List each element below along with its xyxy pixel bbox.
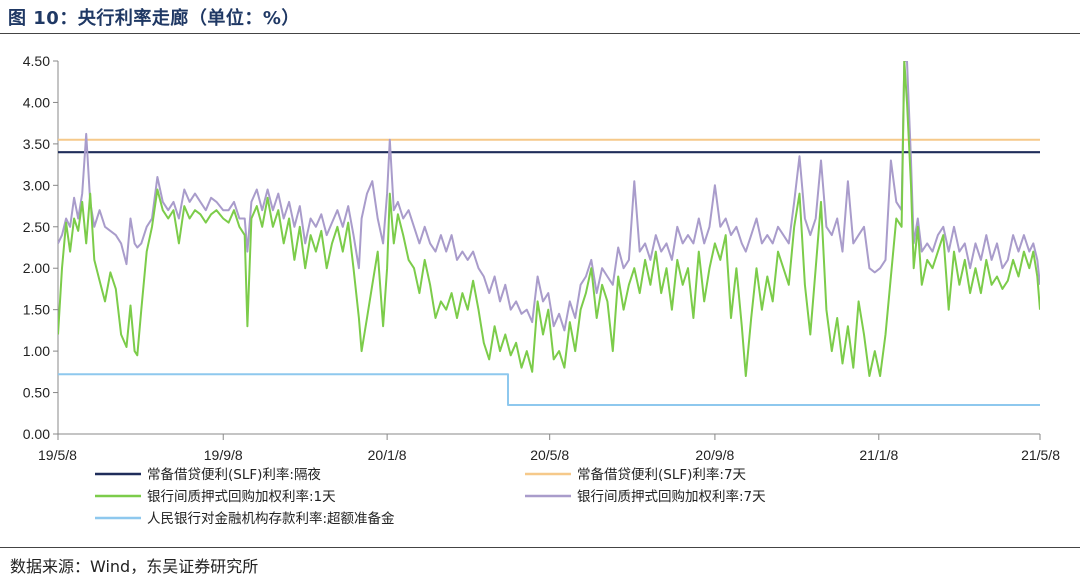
y-tick-label: 0.50 xyxy=(23,385,50,401)
x-tick-label: 19/9/8 xyxy=(204,447,243,463)
legend-label-repo_1d: 银行间质押式回购加权利率:1天 xyxy=(147,488,336,505)
x-tick-label: 20/1/8 xyxy=(368,447,407,463)
y-tick-label: 2.00 xyxy=(23,260,50,276)
title-divider xyxy=(0,33,1080,34)
legend-label-repo_7d: 银行间质押式回购加权利率:7天 xyxy=(577,488,766,505)
x-tick-label: 21/1/8 xyxy=(859,447,898,463)
x-tick-label: 20/9/8 xyxy=(695,447,734,463)
x-tick-label: 19/5/8 xyxy=(38,447,77,463)
y-tick-label: 4.50 xyxy=(23,53,50,69)
page-title: 图 10：央行利率走廊（单位：%） xyxy=(8,8,300,29)
legend-label-excess_reserve: 人民银行对金融机构存款利率:超额准备金 xyxy=(147,510,395,527)
y-tick-label: 2.50 xyxy=(23,219,50,235)
y-tick-label: 3.50 xyxy=(23,136,50,152)
x-tick-label: 20/5/8 xyxy=(530,447,569,463)
series-line-repo_7d xyxy=(58,61,1040,332)
source-note: 数据来源：Wind，东吴证券研究所 xyxy=(10,557,259,576)
legend-label-slf_7d: 常备借贷便利(SLF)利率:7天 xyxy=(577,466,747,483)
legend-label-slf_overnight: 常备借贷便利(SLF)利率:隔夜 xyxy=(147,466,321,483)
series-line-excess_reserve xyxy=(58,373,1040,406)
series-line-repo_1d xyxy=(58,61,1040,377)
x-tick-label: 21/5/8 xyxy=(1021,447,1060,463)
y-tick-label: 3.00 xyxy=(23,177,50,193)
y-tick-label: 0.00 xyxy=(23,426,50,442)
y-tick-label: 4.00 xyxy=(23,94,50,110)
chart-legend: 常备借贷便利(SLF)利率:隔夜 常备借贷便利(SLF)利率:7天银行间质押式回购… xyxy=(95,466,766,527)
source-divider xyxy=(0,547,1080,548)
chart: 0.00 0.50 1.00 1.50 2.00 2.50 3.00 3.50 4.00 4.50… xyxy=(23,53,1060,527)
y-tick-label: 1.50 xyxy=(23,302,50,318)
chart-axes: 0.00 0.50 1.00 1.50 2.00 2.50 3.00 3.50 4.00 4.50… xyxy=(23,53,1060,463)
chart-series-layer xyxy=(58,61,1040,406)
y-tick-label: 1.00 xyxy=(23,343,50,359)
